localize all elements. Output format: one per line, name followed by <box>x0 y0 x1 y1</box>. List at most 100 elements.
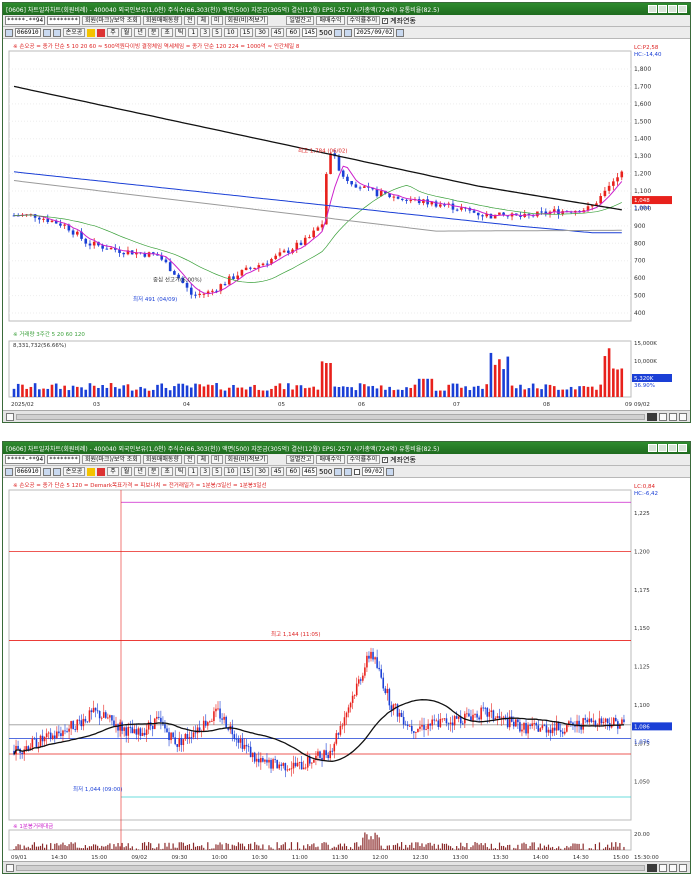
member-trend-button[interactable]: 회원매매동향 <box>142 455 182 464</box>
date-input[interactable]: 09/02 <box>362 467 385 476</box>
zoom-in-icon[interactable] <box>679 863 687 872</box>
minute-candle-chart[interactable]: 1,225 1,200 1,175 1,150 1,125 1,100 1,075 1,050… <box>3 478 690 862</box>
save-icon[interactable] <box>344 467 353 476</box>
period-button-1[interactable]: 체 <box>197 16 209 25</box>
interval-button-1[interactable]: 3 <box>200 28 211 37</box>
period-button-0[interactable]: 전 <box>183 455 196 464</box>
save-icon[interactable] <box>344 28 353 37</box>
password-input[interactable]: ******** <box>47 455 81 464</box>
interval-button-5[interactable]: 30 <box>255 28 269 37</box>
interval-button-6[interactable]: 45 <box>270 28 285 37</box>
settings-icon[interactable] <box>52 28 61 37</box>
stock-code-input[interactable]: 066910 <box>15 467 41 476</box>
chart-scrollbar[interactable] <box>3 861 690 873</box>
account-input[interactable]: *****-**94 <box>5 455 46 464</box>
calendar-icon[interactable] <box>386 467 395 476</box>
calendar-icon[interactable] <box>396 28 405 37</box>
interval-button-3[interactable]: 10 <box>223 28 238 37</box>
bar-count-input[interactable]: 465 <box>302 467 317 476</box>
scroll-thumb[interactable] <box>647 863 657 872</box>
zoom-out-icon[interactable] <box>669 412 677 421</box>
window-titlebar[interactable]: [0606] 차트일자차트(회원비례) - 400040 외국인보유(1,0천)… <box>3 442 690 454</box>
daily-chart-area[interactable]: 1,800 1,700 1,600 1,500 1,400 1,300 1,200 1,100… <box>3 39 690 411</box>
period-button-2[interactable]: 미 <box>211 455 223 464</box>
search-icon[interactable] <box>42 28 51 37</box>
profit-trend-button[interactable]: 수익률추이 <box>346 16 381 25</box>
settings-icon[interactable] <box>52 467 61 476</box>
draw-tool-icon[interactable] <box>334 28 343 37</box>
zoom-out-icon[interactable] <box>669 863 677 872</box>
zoom-in-icon[interactable] <box>679 412 687 421</box>
play-icon[interactable] <box>659 863 667 872</box>
favorite-icon[interactable] <box>87 28 96 37</box>
chart-type-icon[interactable] <box>5 467 13 476</box>
window-titlebar[interactable]: [0606] 차트일자차트(회원비례) - 400040 외국인보유(1,0천)… <box>3 3 690 15</box>
interval-button-3[interactable]: 10 <box>223 467 238 476</box>
member-query-button[interactable]: 회원(마크)/보악 조회 <box>82 16 141 25</box>
unit-button-4[interactable]: 초 <box>161 467 173 476</box>
unit-button-5[interactable]: 틱 <box>174 467 187 476</box>
unit-button-1[interactable]: 월 <box>120 28 133 37</box>
period-button-2[interactable]: 미 <box>211 16 223 25</box>
unit-button-4[interactable]: 초 <box>161 28 173 37</box>
stock-code-input[interactable]: 066910 <box>15 28 41 37</box>
date-input[interactable]: 2025/09/02 <box>354 28 395 37</box>
interval-button-5[interactable]: 30 <box>255 467 269 476</box>
period-button-3[interactable]: 회원(비)적보기 <box>224 455 269 464</box>
period-button-3[interactable]: 회원(비)적보기 <box>224 16 269 25</box>
alert-icon[interactable] <box>97 28 106 37</box>
interval-button-2[interactable]: 5 <box>212 28 222 37</box>
help-icon[interactable] <box>648 5 657 13</box>
unit-button-5[interactable]: 틱 <box>174 28 187 37</box>
period-button-0[interactable]: 전 <box>183 16 196 25</box>
daily-balance-button[interactable]: 일별잔고 <box>286 455 315 464</box>
search-icon[interactable] <box>42 467 51 476</box>
trade-profit-button[interactable]: 매매수익 <box>316 16 345 25</box>
password-input[interactable]: ******** <box>47 16 81 25</box>
interval-button-0[interactable]: 1 <box>188 467 199 476</box>
scroll-left-icon[interactable] <box>6 863 14 872</box>
unit-button-3[interactable]: 분 <box>147 28 160 37</box>
period-button-1[interactable]: 체 <box>197 455 209 464</box>
profit-trend-button[interactable]: 수익률추이 <box>346 455 381 464</box>
interval-button-0[interactable]: 1 <box>188 28 199 37</box>
scroll-track[interactable] <box>16 864 645 871</box>
interval-button-7[interactable]: 60 <box>286 467 301 476</box>
account-input[interactable]: *****-**94 <box>5 16 46 25</box>
unit-button-3[interactable]: 분 <box>147 467 160 476</box>
draw-tool-icon[interactable] <box>334 467 343 476</box>
member-query-button[interactable]: 회원(마크)/보악 조회 <box>82 455 141 464</box>
favorite-icon[interactable] <box>87 467 96 476</box>
unit-button-0[interactable]: 주 <box>107 467 119 476</box>
play-icon[interactable] <box>659 412 667 421</box>
account-link-checkbox[interactable]: ✓ <box>382 456 389 463</box>
interval-button-1[interactable]: 3 <box>200 467 211 476</box>
bar-count-input[interactable]: 145 <box>302 28 317 37</box>
scroll-left-icon[interactable] <box>6 412 14 421</box>
minimize-icon[interactable] <box>658 5 667 13</box>
unit-button-1[interactable]: 월 <box>120 467 133 476</box>
member-trend-button[interactable]: 회원매매동향 <box>142 16 182 25</box>
trade-profit-button[interactable]: 매매수익 <box>316 455 345 464</box>
daily-candle-chart[interactable]: 1,800 1,700 1,600 1,500 1,400 1,300 1,200 1,100… <box>3 39 690 411</box>
account-link-checkbox[interactable]: ✓ <box>382 17 389 24</box>
interval-button-4[interactable]: 15 <box>239 28 254 37</box>
scroll-thumb[interactable] <box>647 412 657 421</box>
interval-button-6[interactable]: 45 <box>270 467 285 476</box>
daily-balance-button[interactable]: 일별잔고 <box>286 16 315 25</box>
maximize-icon[interactable] <box>668 444 677 452</box>
maximize-icon[interactable] <box>668 5 677 13</box>
chart-type-icon[interactable] <box>5 28 13 37</box>
close-icon[interactable] <box>678 5 687 13</box>
unit-button-2[interactable]: 년 <box>134 467 146 476</box>
interval-button-2[interactable]: 5 <box>212 467 222 476</box>
close-icon[interactable] <box>678 444 687 452</box>
minimize-icon[interactable] <box>658 444 667 452</box>
unit-button-2[interactable]: 년 <box>134 28 146 37</box>
interval-button-4[interactable]: 15 <box>239 467 254 476</box>
alert-icon[interactable] <box>97 467 106 476</box>
interval-button-7[interactable]: 60 <box>286 28 301 37</box>
minute-chart-area[interactable]: 1,225 1,200 1,175 1,150 1,125 1,100 1,075 1,050… <box>3 478 690 862</box>
unit-button-0[interactable]: 주 <box>107 28 119 37</box>
date-checkbox[interactable] <box>354 468 361 475</box>
